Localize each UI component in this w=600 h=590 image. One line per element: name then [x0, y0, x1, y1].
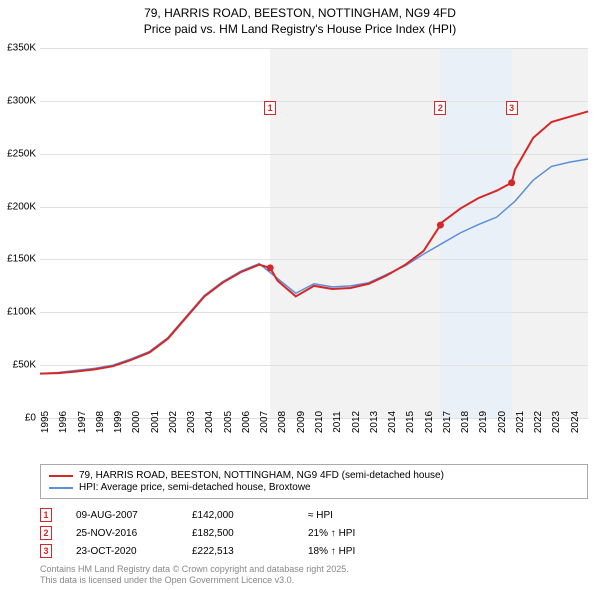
sale-row-marker: 1 [40, 508, 52, 522]
x-tick-label: 2001 [150, 411, 161, 433]
y-tick-label: £250K [7, 148, 36, 159]
x-tick-label: 1998 [95, 411, 106, 433]
x-tick-label: 2009 [296, 411, 307, 433]
sale-marker-label: 1 [264, 101, 276, 115]
footer-line2: This data is licensed under the Open Gov… [40, 575, 349, 586]
sale-date: 23-OCT-2020 [76, 546, 176, 557]
x-tick-label: 2003 [186, 411, 197, 433]
x-tick-label: 1995 [40, 411, 51, 433]
sale-price: £222,513 [192, 546, 292, 557]
x-tick-label: 2018 [460, 411, 471, 433]
x-tick-label: 2015 [405, 411, 416, 433]
sale-date: 25-NOV-2016 [76, 528, 176, 539]
footer-line1: Contains HM Land Registry data © Crown c… [40, 564, 349, 575]
x-tick-label: 2005 [223, 411, 234, 433]
x-tick-label: 1996 [58, 411, 69, 433]
sale-marker-label: 2 [434, 101, 446, 115]
x-tick-label: 2002 [168, 411, 179, 433]
sales-table: 1 09-AUG-2007 £142,000 ≈ HPI 2 25-NOV-2016 £18… [40, 506, 588, 560]
legend-item: HPI: Average price, semi-detached house,… [49, 482, 579, 493]
x-tick-label: 2016 [424, 411, 435, 433]
sale-price: £142,000 [192, 510, 292, 521]
title-line1: 79, HARRIS ROAD, BEESTON, NOTTINGHAM, NG… [0, 6, 600, 22]
chart-area: 1 2 3 [40, 48, 588, 418]
sale-dot [508, 179, 515, 186]
y-tick-label: £50K [13, 360, 36, 371]
sale-row: 1 09-AUG-2007 £142,000 ≈ HPI [40, 506, 588, 524]
y-tick-label: £200K [7, 201, 36, 212]
legend-label: 79, HARRIS ROAD, BEESTON, NOTTINGHAM, NG… [79, 470, 444, 481]
x-tick-label: 2024 [570, 411, 581, 433]
sale-date: 09-AUG-2007 [76, 510, 176, 521]
sale-row: 3 23-OCT-2020 £222,513 18% ↑ HPI [40, 542, 588, 560]
series-property [40, 111, 588, 373]
y-tick-label: £300K [7, 95, 36, 106]
legend-swatch [49, 487, 73, 489]
series-hpi [40, 159, 588, 374]
x-tick-label: 2020 [497, 411, 508, 433]
x-tick-label: 2021 [515, 411, 526, 433]
legend-label: HPI: Average price, semi-detached house,… [79, 482, 311, 493]
legend-swatch [49, 475, 73, 477]
x-tick-label: 2007 [259, 411, 270, 433]
x-tick-label: 1997 [77, 411, 88, 433]
x-tick-label: 2013 [369, 411, 380, 433]
x-tick-label: 2023 [551, 411, 562, 433]
x-tick-label: 2010 [314, 411, 325, 433]
sale-price: £182,500 [192, 528, 292, 539]
x-tick-label: 2006 [241, 411, 252, 433]
x-tick-label: 2008 [277, 411, 288, 433]
sale-hpi: ≈ HPI [308, 510, 408, 521]
x-tick-label: 2022 [533, 411, 544, 433]
x-tick-label: 2011 [332, 411, 343, 433]
y-tick-label: £100K [7, 307, 36, 318]
sale-row-marker: 2 [40, 526, 52, 540]
x-tick-label: 2019 [478, 411, 489, 433]
x-tick-label: 2004 [204, 411, 215, 433]
sale-row: 2 25-NOV-2016 £182,500 21% ↑ HPI [40, 524, 588, 542]
y-axis: £0£50K£100K£150K£200K£250K£300K£350K [0, 48, 40, 418]
y-tick-label: £0 [25, 413, 36, 424]
sale-hpi: 21% ↑ HPI [308, 528, 408, 539]
x-tick-label: 2014 [387, 411, 398, 433]
legend-item: 79, HARRIS ROAD, BEESTON, NOTTINGHAM, NG… [49, 470, 579, 481]
x-tick-label: 1999 [113, 411, 124, 433]
x-tick-label: 2017 [442, 411, 453, 433]
legend: 79, HARRIS ROAD, BEESTON, NOTTINGHAM, NG… [40, 464, 588, 499]
sale-row-marker: 3 [40, 544, 52, 558]
sale-dot [437, 222, 444, 229]
sale-marker-label: 3 [506, 101, 518, 115]
x-tick-label: 2000 [131, 411, 142, 433]
x-tick-label: 2012 [351, 411, 362, 433]
sale-dot [267, 264, 274, 271]
footer: Contains HM Land Registry data © Crown c… [40, 564, 349, 586]
y-tick-label: £350K [7, 43, 36, 54]
chart-title: 79, HARRIS ROAD, BEESTON, NOTTINGHAM, NG… [0, 0, 600, 37]
sale-hpi: 18% ↑ HPI [308, 546, 408, 557]
x-axis: 1995199619971998199920002001200220032004… [40, 418, 588, 462]
title-line2: Price paid vs. HM Land Registry's House … [0, 22, 600, 38]
y-tick-label: £150K [7, 254, 36, 265]
